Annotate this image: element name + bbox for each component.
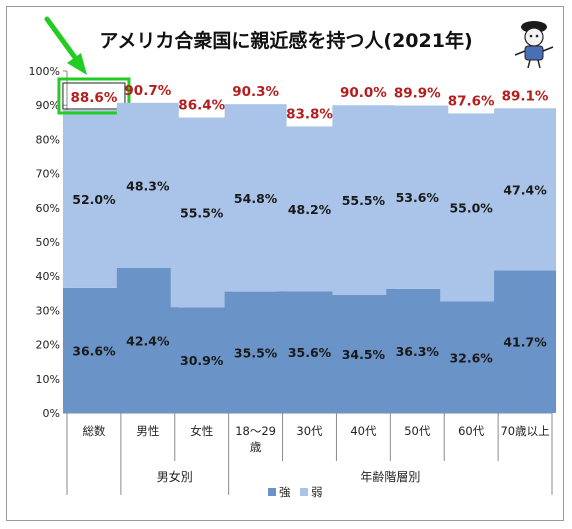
bar-segment-strong <box>62 287 125 413</box>
bar-segment-weak <box>116 102 179 268</box>
data-label-weak: 48.3% <box>126 178 170 193</box>
x-tick-label: 30代 <box>296 424 323 438</box>
bar-segment-weak <box>494 108 557 271</box>
y-tick-label: 40% <box>36 270 60 283</box>
legend-swatch-weak <box>300 488 308 496</box>
bar-segment-strong <box>278 291 341 413</box>
data-label-strong: 36.3% <box>396 344 440 359</box>
chart-title: アメリカ合衆国に親近感を持つ人(2021年) <box>99 29 472 52</box>
highlight-arrow-shaft <box>44 16 82 66</box>
total-label: 83.8% <box>286 106 333 122</box>
data-label-strong: 32.6% <box>449 350 493 365</box>
y-tick-label: 70% <box>36 168 60 181</box>
data-label-weak: 55.0% <box>449 200 493 215</box>
data-label-weak: 55.5% <box>342 193 386 208</box>
x-tick-label: 70歳以上 <box>500 424 549 438</box>
y-tick-label: 60% <box>36 202 60 215</box>
mascot-icon <box>514 21 554 69</box>
y-tick-label: 100% <box>29 65 60 78</box>
legend-label-weak: 弱 <box>311 485 323 499</box>
chart-frame: アメリカ合衆国に親近感を持つ人(2021年) 0% 10% 20% 30% 40% 50% 6… <box>6 6 564 521</box>
data-label-strong: 42.4% <box>126 333 170 348</box>
highlight-box <box>57 77 131 115</box>
total-label: 89.9% <box>394 86 441 102</box>
bar-segment-weak <box>62 109 125 288</box>
total-label: 88.6% <box>71 90 118 106</box>
x-tick-label: 60代 <box>458 424 485 438</box>
highlight-box-inner <box>62 82 126 110</box>
total-label: 87.6% <box>448 93 495 109</box>
group-label: 男女別 <box>157 469 193 484</box>
data-label-weak: 55.5% <box>180 205 224 220</box>
data-label-weak: 48.2% <box>288 202 332 217</box>
group-label: 年齢階層別 <box>360 469 420 484</box>
bar-segment-strong <box>116 267 179 413</box>
x-tick-label: 女性 <box>190 424 213 438</box>
x-tick-label: 40代 <box>350 424 377 438</box>
bar-segment-weak <box>440 113 503 302</box>
data-label-strong: 35.5% <box>234 345 278 360</box>
bar-segment-weak <box>170 117 233 308</box>
bar-segment-strong <box>224 291 287 413</box>
stacked-bar-chart: アメリカ合衆国に親近感を持つ人(2021年) 0% 10% 20% 30% 40% 50% 6… <box>29 16 557 499</box>
total-label: 89.1% <box>502 88 549 104</box>
total-label: 90.7% <box>124 83 171 99</box>
y-tick-label: 30% <box>36 304 60 317</box>
y-tick-label: 80% <box>36 133 60 146</box>
bar-segment-weak <box>386 105 449 289</box>
legend-label-strong: 強 <box>279 485 291 499</box>
bar-segment-strong <box>440 301 503 413</box>
x-tick-label: 50代 <box>404 424 431 438</box>
data-label-weak: 47.4% <box>503 182 547 197</box>
y-tick-label: 10% <box>36 373 60 386</box>
data-label-strong: 34.5% <box>342 347 386 362</box>
y-tick-label: 20% <box>36 339 60 352</box>
highlight-arrow-head <box>67 53 87 75</box>
bar-segment-strong <box>332 295 395 413</box>
x-tick-label-cont: 歳 <box>250 440 262 454</box>
bar-segment-weak <box>278 126 341 292</box>
x-tick-label: 総数 <box>82 424 105 438</box>
data-label-strong: 30.9% <box>180 353 224 368</box>
data-label-weak: 53.6% <box>396 190 440 205</box>
y-tick-label: 50% <box>36 236 60 249</box>
bar-segment-strong <box>494 270 557 413</box>
total-label: 86.4% <box>178 98 225 114</box>
bar-segment-weak <box>224 104 287 292</box>
bar-segment-weak <box>332 105 395 296</box>
y-tick-label: 0% <box>43 407 60 420</box>
bar-segment-strong <box>386 288 449 413</box>
x-tick-label: 男性 <box>136 424 159 438</box>
data-label-strong: 41.7% <box>503 335 547 350</box>
data-label-weak: 52.0% <box>72 192 116 207</box>
x-tick-label: 18〜29 <box>235 424 276 438</box>
data-label-strong: 36.6% <box>72 343 116 358</box>
bar-segment-strong <box>170 307 233 413</box>
data-label-weak: 54.8% <box>234 191 278 206</box>
total-label: 90.0% <box>340 85 387 101</box>
data-label-strong: 35.6% <box>288 345 332 360</box>
y-tick-label: 90% <box>36 99 60 112</box>
legend-swatch-strong <box>268 488 276 496</box>
total-label: 90.3% <box>232 84 279 100</box>
